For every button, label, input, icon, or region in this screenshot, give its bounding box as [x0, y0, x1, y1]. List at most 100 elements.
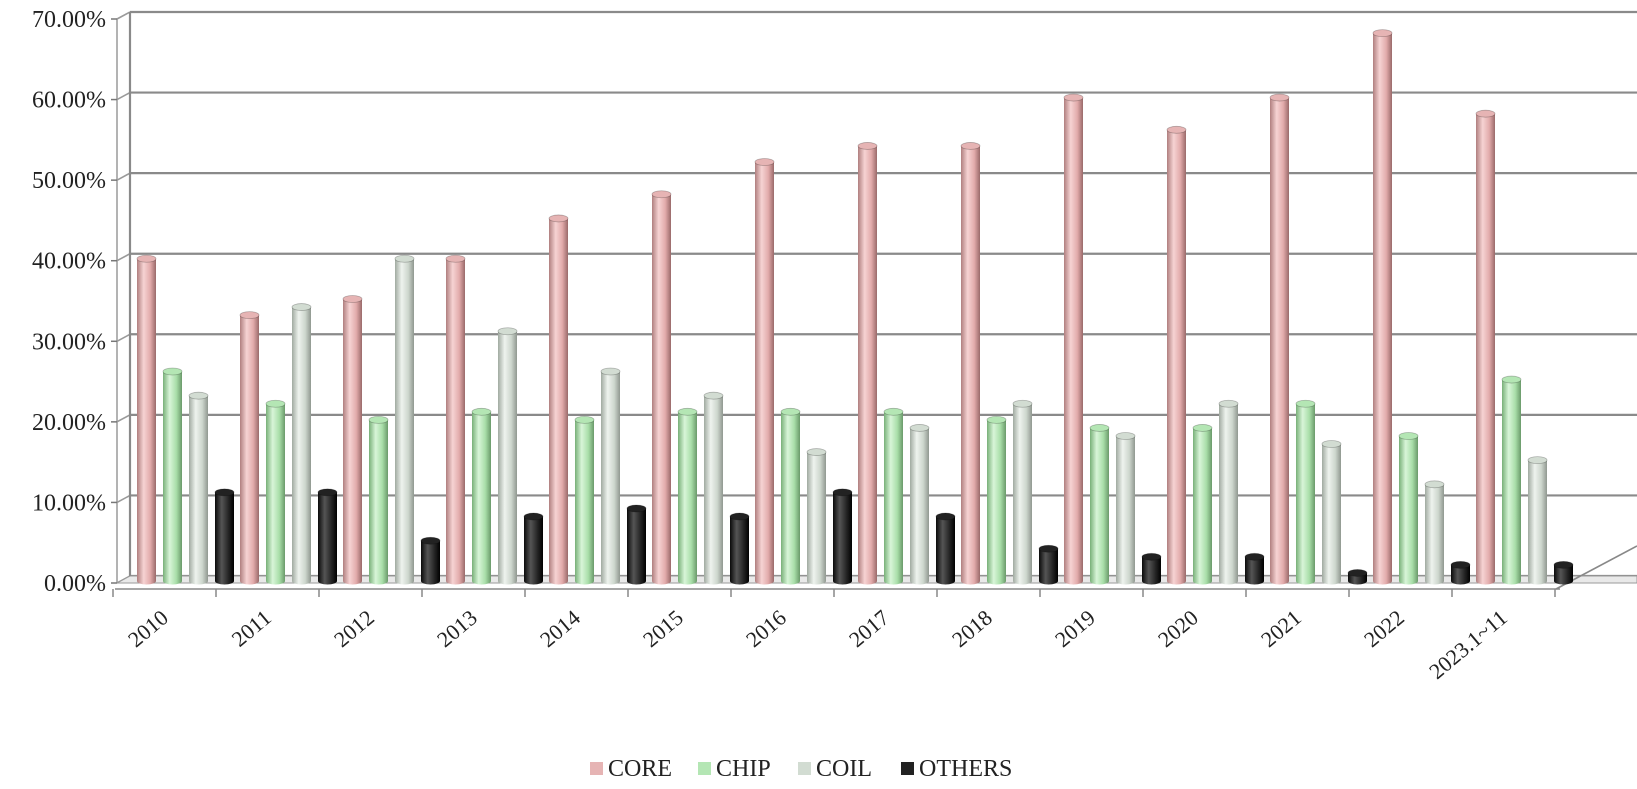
- bar-chip-2017: [883, 407, 904, 585]
- bar-core-2022: [1372, 29, 1393, 585]
- bar-core-2013: [445, 254, 466, 585]
- y-tick-label: 0.00%: [44, 571, 106, 597]
- gridline-side: [116, 91, 131, 101]
- legend-label: CORE: [608, 756, 672, 782]
- bar-core-2016: [754, 158, 775, 585]
- bar-others-2013: [523, 512, 544, 585]
- bar-chip-2019: [1089, 424, 1110, 585]
- bar-chip-2018: [986, 415, 1007, 585]
- x-tick-label: 2013: [432, 605, 482, 652]
- bar-chip-2012: [368, 415, 389, 585]
- bar-coil-2018: [1012, 399, 1033, 585]
- bar-coil-2015: [703, 391, 724, 585]
- bar-others-2012: [420, 536, 441, 585]
- legend-swatch: [590, 762, 603, 775]
- bar-chip-2014: [574, 415, 595, 585]
- bar-chip-2016: [780, 407, 801, 585]
- bar-chip-2023-1-11: [1501, 375, 1522, 585]
- bar-others-2010: [214, 488, 235, 585]
- bar-others-2014: [626, 504, 647, 585]
- legend-item-chip: CHIP: [698, 756, 771, 782]
- bar-others-2022: [1450, 560, 1471, 585]
- bar-others-2021: [1347, 569, 1368, 585]
- legend-swatch: [798, 762, 811, 775]
- bar-coil-2022: [1424, 480, 1445, 585]
- y-tick-label: 60.00%: [32, 88, 106, 114]
- gridline-side: [116, 11, 131, 20]
- bar-core-2014: [548, 214, 569, 585]
- bar-chip-2013: [471, 407, 492, 585]
- x-tick-label: 2021: [1256, 605, 1306, 652]
- bar-chip-2011: [265, 399, 286, 585]
- legend-label: CHIP: [716, 756, 771, 782]
- bar-core-2011: [239, 311, 260, 585]
- x-tick-label: 2019: [1050, 605, 1100, 652]
- bar-coil-2017: [909, 424, 930, 585]
- axes: [111, 12, 1637, 597]
- gridline-side: [116, 414, 131, 423]
- y-axis-tick-labels: 0.00% 10.00% 20.00% 30.00% 40.00% 50.00% 60.00…: [32, 7, 106, 597]
- bar-chip-2020: [1192, 424, 1213, 585]
- bar-coil-2012: [394, 254, 415, 585]
- bar-core-2010: [136, 254, 157, 585]
- legend-item-core: CORE: [590, 756, 672, 782]
- bar-core-2023-1-11: [1475, 109, 1496, 585]
- bar-coil-2011: [291, 303, 312, 585]
- bar-others-2018: [1038, 544, 1059, 585]
- bar-others-2015: [729, 512, 750, 585]
- bar-others-2017: [935, 512, 956, 585]
- bar-coil-2019: [1115, 432, 1136, 585]
- y-tick-label: 20.00%: [32, 410, 106, 436]
- legend-label: OTHERS: [919, 756, 1012, 782]
- x-tick-label: 2020: [1153, 605, 1203, 652]
- bar-coil-2016: [806, 448, 827, 585]
- x-tick-label: 2011: [227, 605, 276, 652]
- bar-core-2018: [960, 142, 981, 585]
- x-tick-label: 2022: [1359, 605, 1409, 652]
- gridline-side: [116, 333, 131, 342]
- legend-item-coil: COIL: [798, 756, 872, 782]
- gridline-side: [116, 494, 131, 504]
- gridline-side: [116, 172, 131, 181]
- bar-coil-2014: [600, 367, 621, 585]
- y-tick-label: 70.00%: [32, 7, 106, 33]
- x-tick-label: 2010: [123, 605, 173, 652]
- y-tick-label: 30.00%: [32, 329, 106, 355]
- x-tick-label: 2017: [844, 605, 894, 652]
- bar-coil-2020: [1218, 399, 1239, 585]
- bar-chip-2021: [1295, 399, 1316, 585]
- legend: CORE CHIP COIL OTHERS: [590, 756, 1012, 782]
- bar-chip-2022: [1398, 432, 1419, 585]
- bar-others-2019: [1141, 552, 1162, 585]
- bar-others-2016: [832, 488, 853, 585]
- bar-coil-2013: [497, 327, 518, 585]
- y-tick-label: 40.00%: [32, 249, 106, 275]
- x-axis-tick-labels: 2010 2011 2012 2013 2014 2015 2016 2017 2018 2019…: [123, 605, 1512, 684]
- x-tick-label: 2014: [535, 605, 585, 652]
- bar-coil-2021: [1321, 440, 1342, 585]
- bar-chip-2010: [162, 367, 183, 585]
- bar-others-2020: [1244, 552, 1265, 585]
- bar-core-2021: [1269, 93, 1290, 585]
- gridline-side: [116, 253, 131, 262]
- x-tick-label: 2012: [329, 605, 379, 652]
- x-tick-label: 2018: [947, 605, 997, 652]
- legend-label: COIL: [816, 756, 872, 782]
- y-tick-label: 10.00%: [32, 490, 106, 516]
- bars: [136, 29, 1574, 585]
- bar-coil-2010: [188, 391, 209, 585]
- bar-others-2023-1-11: [1553, 560, 1574, 585]
- bar-core-2012: [342, 295, 363, 585]
- legend-swatch: [698, 762, 711, 775]
- bar-core-2015: [651, 190, 672, 585]
- bar-coil-2023-1-11: [1527, 456, 1548, 585]
- x-tick-label: 2015: [638, 605, 688, 652]
- x-tick-label: 2023.1~11: [1424, 605, 1512, 684]
- legend-item-others: OTHERS: [901, 756, 1012, 782]
- legend-swatch: [901, 762, 914, 775]
- bar-core-2020: [1166, 125, 1187, 585]
- bar-others-2011: [317, 488, 338, 585]
- bar-core-2019: [1063, 93, 1084, 585]
- bar-chip-2015: [677, 407, 698, 585]
